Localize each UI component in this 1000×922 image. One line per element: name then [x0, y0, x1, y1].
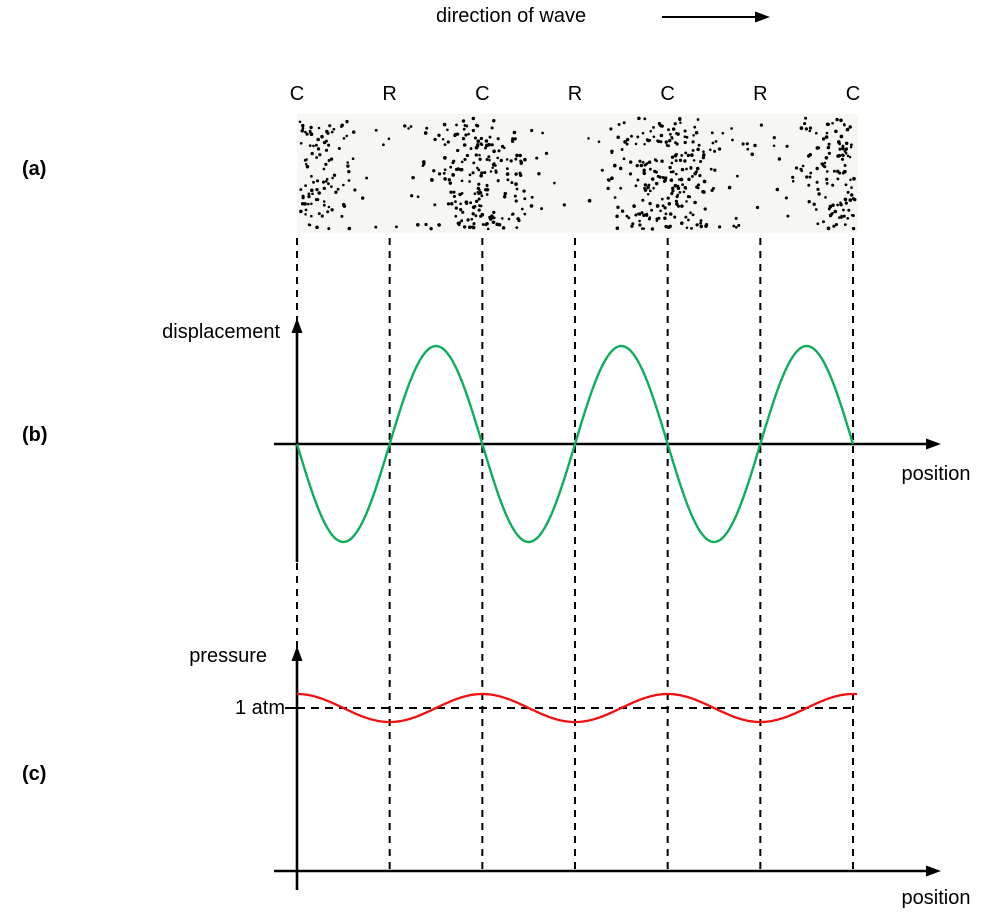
displacement-axis-label: displacement: [162, 321, 280, 343]
region-label-c-2: C: [475, 83, 490, 105]
displacement-curve: [295, 344, 855, 544]
region-label-r-5: R: [753, 83, 768, 105]
direction-arrow: [662, 11, 770, 23]
pressure-axis-label: pressure: [189, 645, 267, 667]
region-label-r-3: R: [567, 83, 583, 105]
panel-label-a: (a): [22, 158, 47, 180]
displacement-graph: [274, 318, 941, 562]
guide-lines: [296, 238, 854, 871]
panel-label-b: (b): [22, 424, 48, 446]
particle-band: [297, 114, 858, 233]
position-axis-label-b: position: [901, 463, 971, 485]
position-axis-label-c: position: [901, 887, 971, 909]
region-label-c-4: C: [660, 83, 675, 105]
particle-dots: [298, 116, 857, 231]
direction-of-wave-label: direction of wave: [436, 5, 587, 27]
region-label-c-6: C: [845, 83, 861, 105]
pressure-graph: [274, 646, 941, 890]
region-label-r-1: R: [382, 83, 397, 105]
panel-label-c: (c): [22, 763, 47, 785]
region-label-c-0: C: [289, 83, 305, 105]
pressure-curve: [296, 692, 858, 724]
one-atm-reference-label: 1 atm: [234, 697, 285, 719]
